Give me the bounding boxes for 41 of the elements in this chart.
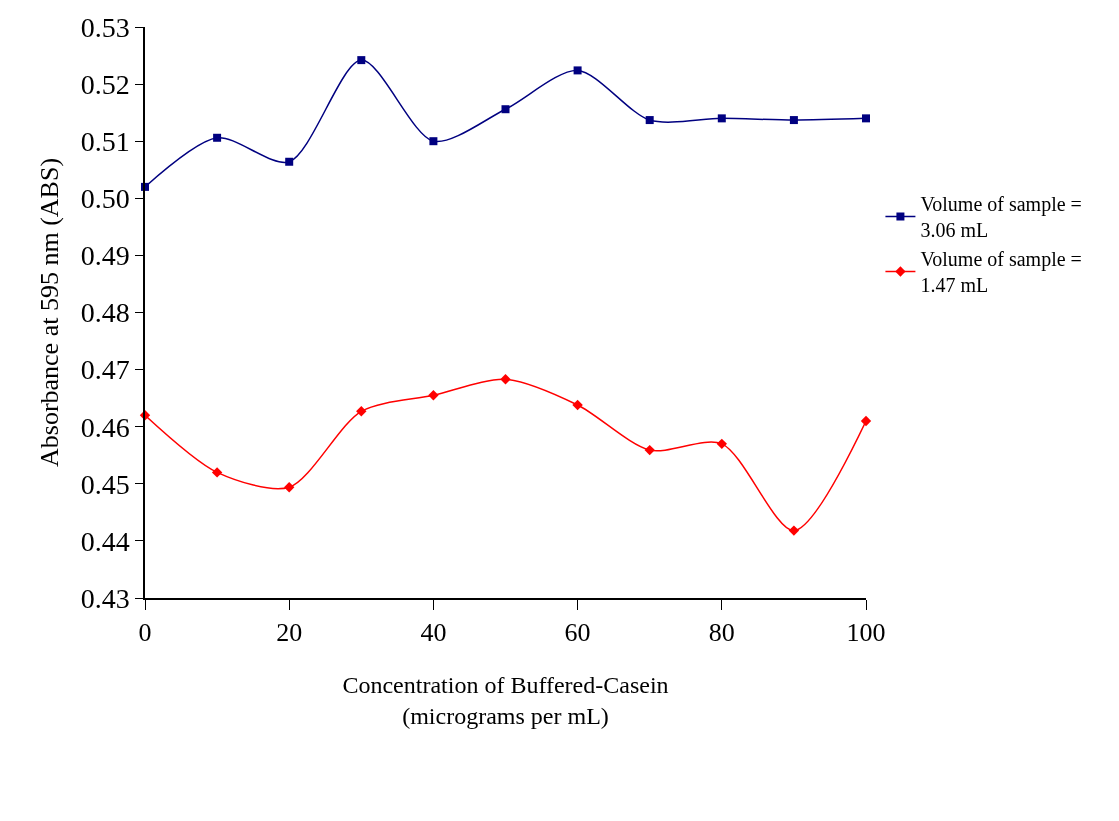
y-tick-label: 0.47 [80,354,130,386]
point [213,133,222,142]
legend-label: Volume of sample = 3.06 mL [920,193,1082,242]
x-tick-label: 40 [420,617,447,647]
point [717,114,726,123]
x-axis-title: Concentration of Buffered-Casein (micrograms per mL) [342,671,669,729]
point [572,399,583,411]
point [357,56,366,65]
point [716,438,727,450]
point [284,482,295,493]
y-axis-title: Absorbance at 595 nm (ABS) [34,157,64,468]
point [500,374,511,385]
point [644,444,655,456]
point [645,116,654,125]
point [860,415,872,427]
x-tick-label: 20 [276,617,303,647]
x-tick-label: 0 [138,617,152,647]
y-tick-label: 0.53 [80,11,130,43]
y-tick-label: 0.50 [80,183,130,215]
point [573,66,582,75]
y-tick-label: 0.43 [80,582,130,614]
y-tick-label: 0.46 [80,411,130,443]
point [211,467,223,478]
y-tick-label: 0.51 [80,126,130,157]
point [788,525,800,536]
y-tick-label: 0.48 [80,297,130,329]
y-tick-label: 0.49 [80,240,130,272]
point [428,390,439,401]
y-tick-label: 0.44 [80,525,130,557]
x-tick-label: 80 [708,617,735,647]
x-tick-label: 60 [564,617,591,647]
point [356,406,367,417]
legend-label: Volume of sample = 1.47 mL [920,248,1082,297]
point [501,105,510,114]
point [862,114,870,123]
point [789,116,798,125]
x-tick-label: 100 [846,617,886,647]
point [285,157,294,166]
y-tick-label: 0.52 [80,68,130,100]
point [429,137,438,146]
y-tick-label: 0.45 [80,468,130,500]
